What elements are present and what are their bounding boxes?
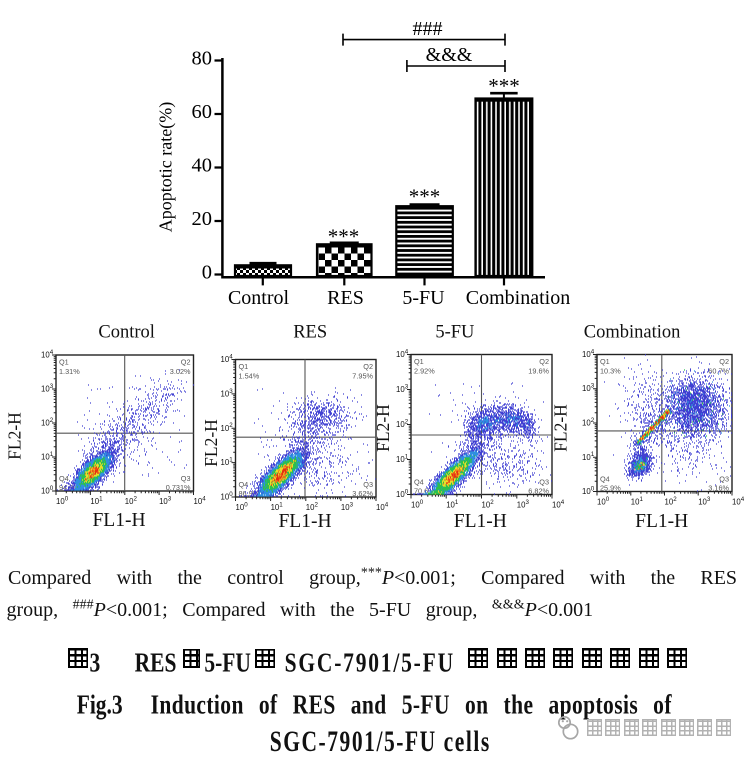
svg-text:Q3: Q3 bbox=[539, 478, 549, 487]
svg-text:1.31%: 1.31% bbox=[59, 367, 80, 376]
svg-text:103: 103 bbox=[582, 383, 595, 394]
svg-text:Control: Control bbox=[98, 323, 155, 343]
svg-text:104: 104 bbox=[41, 349, 54, 360]
svg-text:###: ### bbox=[413, 18, 443, 40]
svg-text:104: 104 bbox=[732, 496, 745, 507]
svg-text:Q1: Q1 bbox=[239, 362, 249, 371]
svg-text:103: 103 bbox=[341, 501, 354, 512]
svg-text:Q3: Q3 bbox=[363, 480, 373, 489]
svg-text:0: 0 bbox=[202, 262, 212, 284]
svg-text:Q2: Q2 bbox=[539, 357, 549, 366]
svg-text:86.9%: 86.9% bbox=[239, 489, 260, 498]
svg-text:FL2-H: FL2-H bbox=[373, 404, 393, 452]
svg-text:Combination: Combination bbox=[466, 287, 570, 309]
svg-text:100: 100 bbox=[41, 485, 54, 496]
svg-text:60: 60 bbox=[192, 101, 213, 123]
svg-text:***: *** bbox=[409, 185, 441, 209]
svg-text:FL2-H: FL2-H bbox=[5, 412, 25, 460]
svg-text:3.62%: 3.62% bbox=[352, 489, 373, 498]
svg-text:1.54%: 1.54% bbox=[239, 372, 260, 381]
svg-text:FL1-H: FL1-H bbox=[278, 511, 331, 532]
svg-text:3.02%: 3.02% bbox=[170, 367, 191, 376]
svg-text:***: *** bbox=[488, 74, 520, 98]
svg-text:102: 102 bbox=[221, 422, 234, 433]
svg-text:7.95%: 7.95% bbox=[352, 372, 373, 381]
svg-text:102: 102 bbox=[41, 417, 54, 428]
svg-text:20: 20 bbox=[192, 208, 213, 230]
svg-text:103: 103 bbox=[698, 496, 711, 507]
svg-text:104: 104 bbox=[552, 499, 565, 510]
svg-text:101: 101 bbox=[631, 496, 644, 507]
svg-text:Q2: Q2 bbox=[363, 362, 373, 371]
svg-text:***: *** bbox=[328, 225, 360, 249]
svg-text:FL1-H: FL1-H bbox=[454, 511, 507, 532]
svg-text:10.3%: 10.3% bbox=[600, 367, 621, 376]
svg-text:25.9%: 25.9% bbox=[600, 484, 621, 493]
svg-text:6.82%: 6.82% bbox=[528, 487, 549, 496]
svg-text:80: 80 bbox=[192, 48, 213, 70]
svg-text:FL1-H: FL1-H bbox=[92, 510, 145, 531]
svg-text:101: 101 bbox=[221, 457, 234, 468]
svg-text:Q4: Q4 bbox=[239, 480, 249, 489]
svg-text:100: 100 bbox=[582, 485, 595, 496]
svg-text:Q4: Q4 bbox=[600, 475, 610, 484]
svg-text:0.731%: 0.731% bbox=[166, 483, 191, 492]
svg-text:101: 101 bbox=[271, 501, 284, 512]
svg-text:5-FU: 5-FU bbox=[435, 323, 474, 343]
svg-text:100: 100 bbox=[411, 499, 424, 510]
svg-text:FL2-H: FL2-H bbox=[201, 419, 221, 467]
svg-text:102: 102 bbox=[125, 495, 138, 506]
svg-text:RES: RES bbox=[327, 287, 364, 309]
svg-text:101: 101 bbox=[41, 451, 54, 462]
svg-text:Q3: Q3 bbox=[181, 474, 191, 483]
svg-text:2.92%: 2.92% bbox=[414, 367, 435, 376]
svg-text:100: 100 bbox=[221, 491, 234, 502]
svg-text:&&&: &&& bbox=[426, 44, 473, 66]
svg-text:FL2-H: FL2-H bbox=[551, 404, 571, 452]
svg-text:FL1-H: FL1-H bbox=[635, 511, 688, 532]
svg-text:40: 40 bbox=[192, 155, 213, 177]
svg-text:101: 101 bbox=[446, 499, 459, 510]
svg-text:104: 104 bbox=[396, 348, 409, 359]
svg-text:3.16%: 3.16% bbox=[708, 484, 729, 493]
svg-text:5-FU: 5-FU bbox=[402, 287, 445, 309]
svg-text:101: 101 bbox=[396, 453, 409, 464]
svg-text:101: 101 bbox=[582, 451, 595, 462]
svg-text:103: 103 bbox=[221, 388, 234, 399]
svg-text:104: 104 bbox=[376, 501, 389, 512]
svg-text:Q3: Q3 bbox=[719, 475, 729, 484]
svg-text:70.6%: 70.6% bbox=[414, 487, 435, 496]
svg-text:Q1: Q1 bbox=[600, 357, 610, 366]
svg-text:RES: RES bbox=[293, 323, 327, 343]
svg-text:Combination: Combination bbox=[584, 323, 681, 343]
svg-text:Control: Control bbox=[228, 287, 290, 309]
svg-text:100: 100 bbox=[396, 488, 409, 499]
svg-text:100: 100 bbox=[56, 495, 69, 506]
svg-text:100: 100 bbox=[597, 496, 610, 507]
svg-text:Q4: Q4 bbox=[414, 478, 424, 487]
svg-text:102: 102 bbox=[482, 499, 495, 510]
svg-text:Q2: Q2 bbox=[181, 358, 191, 367]
svg-text:Q4: Q4 bbox=[59, 474, 69, 483]
svg-text:104: 104 bbox=[221, 353, 234, 364]
svg-text:100: 100 bbox=[236, 501, 249, 512]
svg-text:Q1: Q1 bbox=[414, 357, 424, 366]
svg-text:Apoptotic rate(%): Apoptotic rate(%) bbox=[156, 102, 177, 232]
svg-text:104: 104 bbox=[582, 348, 595, 359]
svg-text:60.7%: 60.7% bbox=[708, 367, 729, 376]
svg-text:102: 102 bbox=[306, 501, 319, 512]
svg-text:103: 103 bbox=[41, 383, 54, 394]
svg-text:101: 101 bbox=[90, 495, 103, 506]
svg-text:103: 103 bbox=[517, 499, 530, 510]
svg-text:19.6%: 19.6% bbox=[528, 367, 549, 376]
svg-text:Q2: Q2 bbox=[719, 357, 729, 366]
svg-text:Q1: Q1 bbox=[59, 358, 69, 367]
svg-text:103: 103 bbox=[159, 495, 172, 506]
svg-text:102: 102 bbox=[582, 417, 595, 428]
svg-text:103: 103 bbox=[396, 383, 409, 394]
svg-text:104: 104 bbox=[194, 495, 207, 506]
svg-text:102: 102 bbox=[396, 418, 409, 429]
svg-text:102: 102 bbox=[665, 496, 678, 507]
